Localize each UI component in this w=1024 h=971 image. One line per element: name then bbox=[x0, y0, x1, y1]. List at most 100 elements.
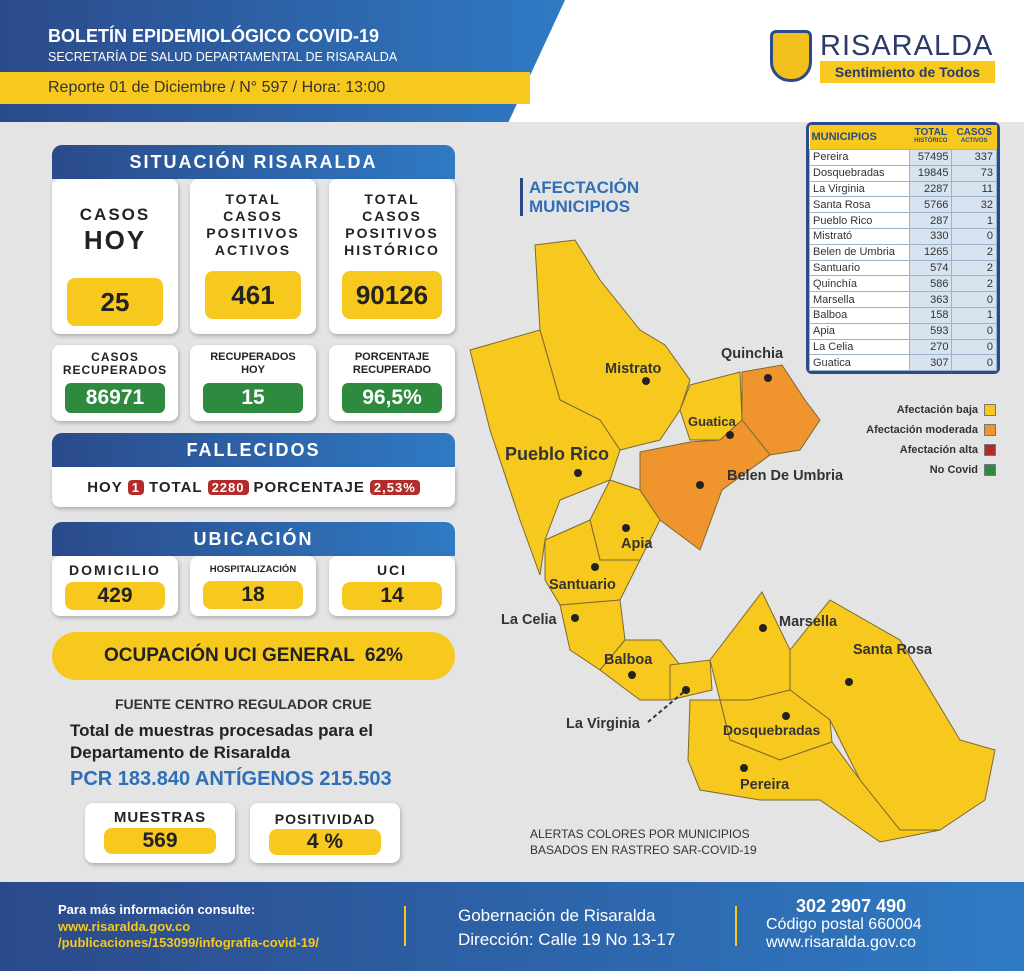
porcentaje-card: PORCENTAJE RECUPERADO 96,5% bbox=[329, 345, 455, 421]
header: BOLETÍN EPIDEMIOLÓGICO COVID-19 SECRETAR… bbox=[0, 0, 1024, 122]
label-belen: Belen De Umbria bbox=[727, 468, 844, 484]
recuperados-hoy-value: 15 bbox=[203, 383, 303, 413]
footer: Para más información consulte: www.risar… bbox=[0, 882, 1024, 971]
total-historico: 586 bbox=[909, 275, 953, 293]
ocupacion-label: OCUPACIÓN UCI GENERAL bbox=[104, 645, 355, 666]
table-row: Apia 593 0 bbox=[808, 322, 997, 340]
table-row: Pueblo Rico 287 1 bbox=[808, 212, 997, 229]
muestras-card: MUESTRAS 569 bbox=[85, 803, 235, 863]
casos-hoy-card: CASOS HOY 25 bbox=[52, 179, 178, 334]
region-pereira[interactable] bbox=[687, 699, 941, 843]
municipio-name: Quinchía bbox=[808, 275, 911, 293]
table-row: La Celia 270 0 bbox=[808, 338, 997, 356]
report-info: Reporte 01 de Diciembre / N° 597 / Hora:… bbox=[48, 79, 386, 96]
municipio-name: Pereira bbox=[808, 149, 911, 166]
region-la-virginia[interactable] bbox=[669, 659, 713, 701]
legend-item-baja: Afectación baja bbox=[800, 400, 996, 420]
domicilio-label: DOMICILIO bbox=[69, 562, 161, 578]
footer-url1[interactable]: www.risaralda.gov.co bbox=[58, 919, 191, 934]
footer-gov: Gobernación de Risaralda bbox=[458, 906, 656, 925]
footer-url2[interactable]: /publicaciones/153099/infografia-covid-1… bbox=[58, 935, 319, 950]
footer-info: Para más información consulte: bbox=[58, 902, 256, 917]
municipio-name: Dosquebradas bbox=[808, 164, 911, 182]
label-pueblo-rico: Pueblo Rico bbox=[505, 444, 610, 464]
hoy-label: HOY bbox=[87, 478, 123, 496]
table-row: Pereira 57495 337 bbox=[808, 149, 997, 166]
casos-activos: 2 bbox=[951, 243, 997, 261]
total-historico: 574 bbox=[909, 259, 953, 277]
muestras-description: Total de muestras procesadas para el Dep… bbox=[70, 721, 373, 762]
footer-address: Dirección: Calle 19 No 13-17 bbox=[458, 930, 676, 949]
total-historico: 19845 bbox=[909, 164, 953, 182]
label-balboa: Balboa bbox=[604, 652, 653, 668]
legend-item-moderada: Afectación moderada bbox=[800, 420, 996, 440]
table-row: Marsella 363 0 bbox=[808, 291, 997, 308]
recuperados-card: CASOS RECUPERADOS 86971 bbox=[52, 345, 178, 421]
footer-web[interactable]: www.risaralda.gov.co bbox=[766, 934, 916, 951]
casos-activos: 0 bbox=[951, 354, 997, 372]
region-santuario[interactable] bbox=[544, 519, 641, 606]
total-historico: 330 bbox=[909, 227, 953, 245]
legend-label: Afectación baja bbox=[896, 404, 978, 416]
total-historico: 5766 bbox=[909, 196, 953, 214]
label-mistrato: Mistrato bbox=[605, 361, 662, 377]
map-note-line2: BASADOS EN RASTREO SAR-COVID-19 bbox=[530, 843, 757, 857]
total-historico: 363 bbox=[909, 291, 953, 308]
table-row: Guatica 307 0 bbox=[808, 354, 997, 372]
recuperados-label: CASOS RECUPERADOS bbox=[62, 350, 168, 377]
casos-label: CASOS bbox=[79, 205, 151, 224]
legend-item-alta: Afectación alta bbox=[800, 440, 996, 460]
municipio-name: Guatica bbox=[808, 354, 911, 372]
legend-item-no-covid: No Covid bbox=[800, 460, 996, 480]
porcentaje-value: 96,5% bbox=[342, 383, 442, 413]
region-marsella[interactable] bbox=[709, 591, 791, 701]
recuperados-hoy-label: RECUPERADOS HOY bbox=[210, 351, 296, 376]
casos-activos: 32 bbox=[951, 196, 997, 214]
region-belen-de-umbria[interactable] bbox=[639, 419, 771, 551]
activos-value: 461 bbox=[205, 271, 301, 319]
label-guatica: Guatica bbox=[688, 414, 736, 429]
legend-label: Afectación moderada bbox=[866, 424, 978, 436]
divider bbox=[404, 906, 406, 946]
ubicacion-header: UBICACIÓN bbox=[52, 522, 455, 556]
positividad-value: 4 % bbox=[269, 829, 381, 855]
map-legend: Afectación baja Afectación moderada Afec… bbox=[800, 400, 996, 480]
uci-value: 14 bbox=[342, 582, 442, 610]
municipio-name: Belen de Umbria bbox=[808, 243, 911, 261]
col-casos: CASOS ACTIVOS bbox=[951, 125, 997, 150]
casos-activos: 1 bbox=[951, 306, 997, 324]
footer-phone: 302 2907 490 bbox=[796, 896, 907, 916]
table-row: Balboa 158 1 bbox=[808, 306, 997, 324]
region-pueblo-rico[interactable] bbox=[469, 329, 621, 576]
casos-activos: 0 bbox=[951, 322, 997, 340]
col-total-line2: HISTÓRICO bbox=[914, 138, 948, 144]
table-row: Santa Rosa 5766 32 bbox=[808, 196, 997, 214]
col-total: TOTAL HISTÓRICO bbox=[909, 125, 952, 150]
map-title: AFECTACIÓN MUNICIPIOS bbox=[520, 178, 639, 216]
casos-activos: 337 bbox=[951, 149, 997, 166]
total-historico: 1265 bbox=[909, 243, 953, 261]
fallecidos-row: HOY 1 TOTAL 2280 PORCENTAJE 2,53% bbox=[52, 467, 455, 507]
positividad-card: POSITIVIDAD 4 % bbox=[250, 803, 400, 863]
casos-activos: 2 bbox=[951, 259, 997, 277]
fallecidos-hoy-value: 1 bbox=[127, 479, 144, 495]
domicilio-value: 429 bbox=[65, 582, 165, 610]
porcentaje-label: PORCENTAJE bbox=[253, 478, 365, 496]
muestras-label: MUESTRAS bbox=[113, 809, 207, 826]
label-marsella: Marsella bbox=[779, 614, 838, 630]
logo-name: RISARALDA bbox=[820, 30, 994, 62]
label-apia: Apia bbox=[621, 536, 653, 552]
casos-activos: 0 bbox=[951, 227, 997, 245]
map-title-line1: AFECTACIÓN bbox=[529, 178, 640, 197]
label-santa-rosa: Santa Rosa bbox=[853, 642, 932, 658]
ocupacion-uci: OCUPACIÓN UCI GENERAL 62% bbox=[52, 632, 455, 680]
legend-label: Afectación alta bbox=[899, 444, 978, 456]
pcr-antigenos: PCR 183.840 ANTÍGENOS 215.503 bbox=[70, 768, 392, 790]
label-la-virginia: La Virginia bbox=[566, 716, 640, 732]
fallecidos-pct-value: 2,53% bbox=[369, 479, 420, 495]
fuente-text: FUENTE CENTRO REGULADOR CRUE bbox=[115, 696, 372, 712]
table-row: Dosquebradas 19845 73 bbox=[808, 164, 997, 182]
recuperados-value: 86971 bbox=[65, 383, 165, 413]
casos-activos: 2 bbox=[951, 275, 997, 293]
